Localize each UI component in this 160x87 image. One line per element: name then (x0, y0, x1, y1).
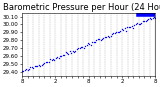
Title: Barometric Pressure per Hour (24 Hours): Barometric Pressure per Hour (24 Hours) (3, 3, 160, 12)
